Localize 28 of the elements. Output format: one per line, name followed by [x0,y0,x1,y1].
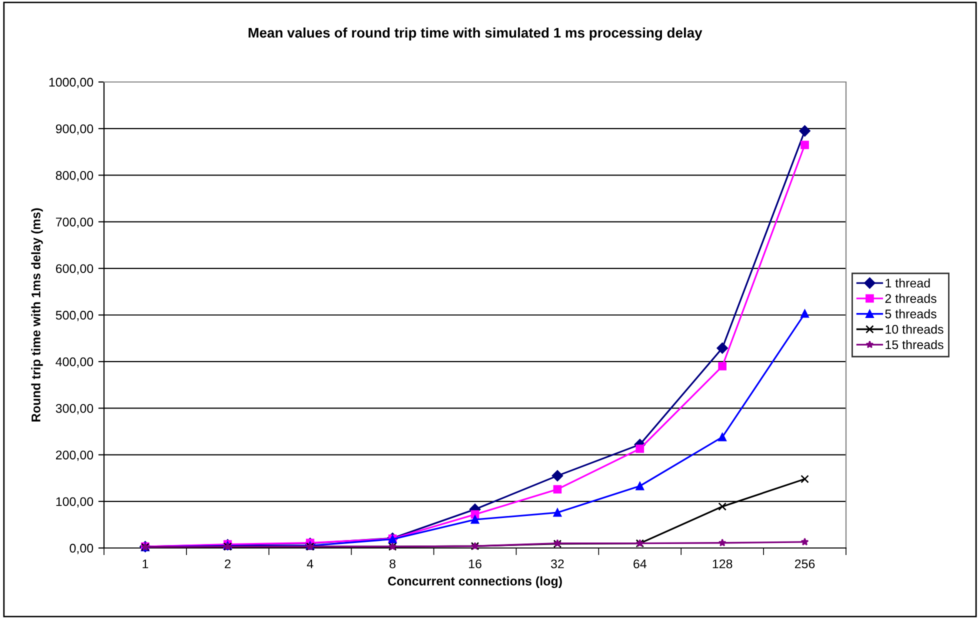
y-tick-label: 100,00 [56,497,94,508]
y-tick-label: 400,00 [56,357,94,368]
x-tick-label: 8 [390,559,396,568]
y-tick-label: 1000,00 [49,78,94,88]
y-tick-label: 300,00 [56,404,94,414]
y-tick-label: 0,00 [70,544,94,554]
x-tick-label: 64 [634,559,646,568]
x-tick-label: 4 [306,560,314,568]
y-tick-label: 800,00 [56,171,94,182]
x-tick-label: 32 [550,559,564,568]
x-tick-label: 16 [469,559,482,568]
legend-label: 2 threads [885,294,936,303]
y-tick-label: 200,00 [56,450,94,461]
x-tick-label: 2 [224,559,231,568]
x-tick-label: 1 [142,560,148,568]
x-axis-title: Concurrent connections (log) [388,576,562,588]
legend-label: 10 threads [886,324,944,334]
chart-title: Mean values of round trip time with simulated 1 ms processing delay [248,27,702,40]
y-tick-label: 500,00 [56,310,94,322]
y-tick-label: 900,00 [56,124,94,135]
y-axis-title: Round trip time with 1ms delay (ms) [31,208,43,422]
legend-label: 5 threads [885,309,936,318]
x-tick-label: 128 [712,559,732,568]
legend-label: 1 thread [886,278,930,288]
y-tick-label: 600,00 [56,264,94,275]
y-tick-label: 700,00 [56,218,94,228]
legend-label: 15 threads [886,340,944,350]
x-tick-label: 256 [794,559,815,568]
